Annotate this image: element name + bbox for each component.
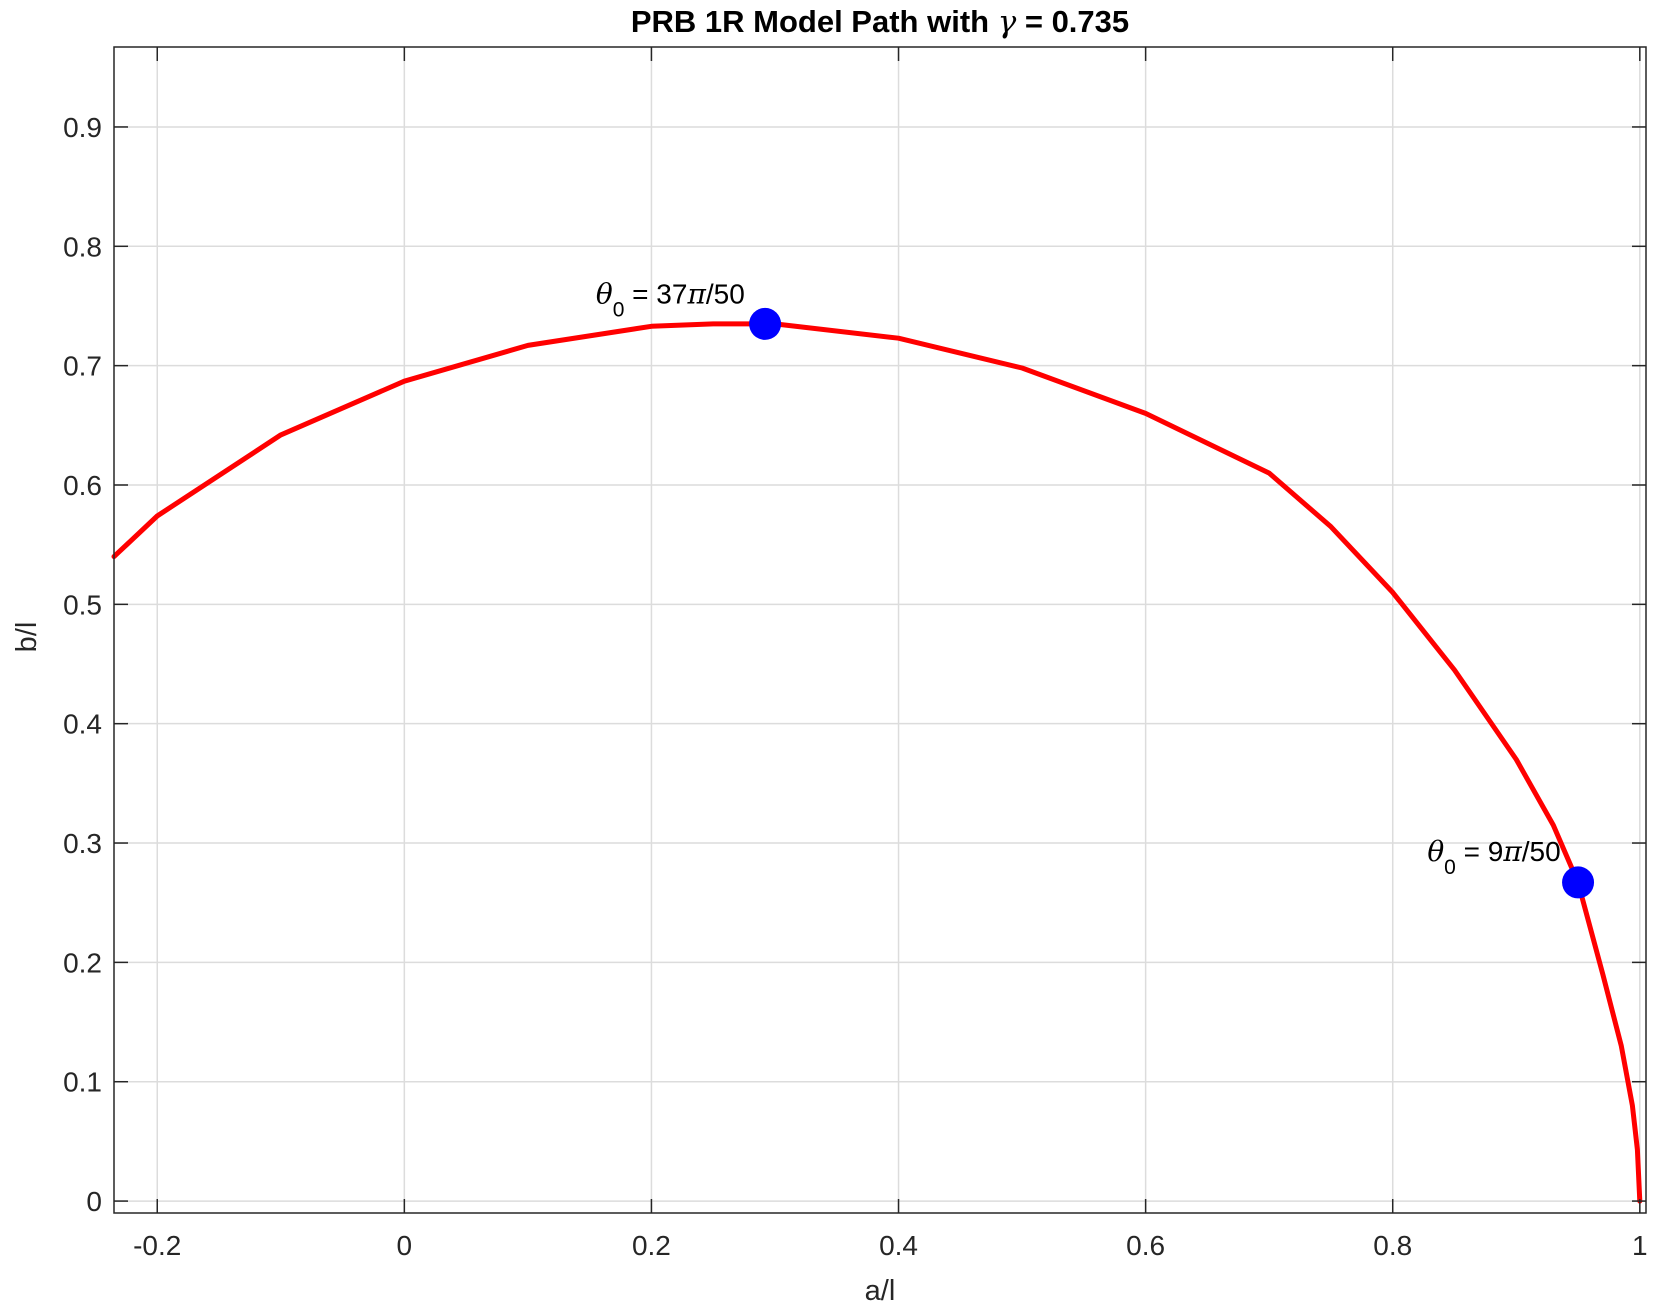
x-tick-label: 1 xyxy=(1632,1230,1648,1261)
annotation-text: = 37 xyxy=(624,279,687,310)
grid xyxy=(114,47,1646,1213)
plot-area xyxy=(111,307,1643,1204)
x-tick-label: 0 xyxy=(397,1230,413,1261)
marker-point xyxy=(749,307,782,340)
axes xyxy=(113,46,1647,1214)
theta-symbol: θ xyxy=(1427,835,1444,868)
y-tick-label: 0.5 xyxy=(63,589,102,620)
annotation-tail: /50 xyxy=(1522,836,1561,867)
annotation-text: = 9 xyxy=(1456,836,1503,867)
x-tick-label: 0.6 xyxy=(1126,1230,1165,1261)
y-tick-label: 0.4 xyxy=(63,709,102,740)
chart-title-suffix: = 0.735 xyxy=(1016,4,1129,39)
point-annotation: θ0 = 9π/50 xyxy=(1427,835,1560,879)
y-axis-label: b/l xyxy=(11,622,43,653)
y-tick-label: 0 xyxy=(86,1186,102,1217)
x-tick-label: 0.8 xyxy=(1373,1230,1412,1261)
axes-box xyxy=(113,46,1647,1214)
pi-symbol: π xyxy=(1502,835,1522,868)
chart-title-prefix: PRB 1R Model Path with xyxy=(631,4,998,39)
x-tick-label: -0.2 xyxy=(133,1230,181,1261)
marker-point xyxy=(1562,866,1595,899)
x-tick-label: 0.2 xyxy=(632,1230,671,1261)
x-axis-label: a/l xyxy=(865,1275,896,1307)
theta-symbol: θ xyxy=(596,278,613,311)
pi-symbol: π xyxy=(686,278,706,311)
y-tick-label: 0.7 xyxy=(63,351,102,382)
x-tick-label: 0.4 xyxy=(879,1230,918,1261)
y-tick-label: 0.2 xyxy=(63,947,102,978)
theta-subscript: 0 xyxy=(1444,856,1456,879)
y-tick-label: 0.9 xyxy=(63,112,102,143)
path-line xyxy=(111,321,1643,1204)
tick-labels: -0.2 0 0.2 0.4 0.6 0.8 1 0 0.1 0.2 0.3 0.4 0.5 0.6 0.7… xyxy=(63,112,1648,1261)
y-tick-label: 0.6 xyxy=(63,470,102,501)
y-tick-label: 0.1 xyxy=(63,1067,102,1098)
gamma-symbol: γ xyxy=(998,4,1017,40)
y-tick-label: 0.3 xyxy=(63,828,102,859)
point-annotation: θ0 = 37π/50 xyxy=(596,278,745,322)
chart-title: PRB 1R Model Path with γ = 0.735 xyxy=(631,4,1129,40)
annotation-tail: /50 xyxy=(706,279,745,310)
y-tick-label: 0.8 xyxy=(63,231,102,262)
theta-subscript: 0 xyxy=(613,299,625,322)
